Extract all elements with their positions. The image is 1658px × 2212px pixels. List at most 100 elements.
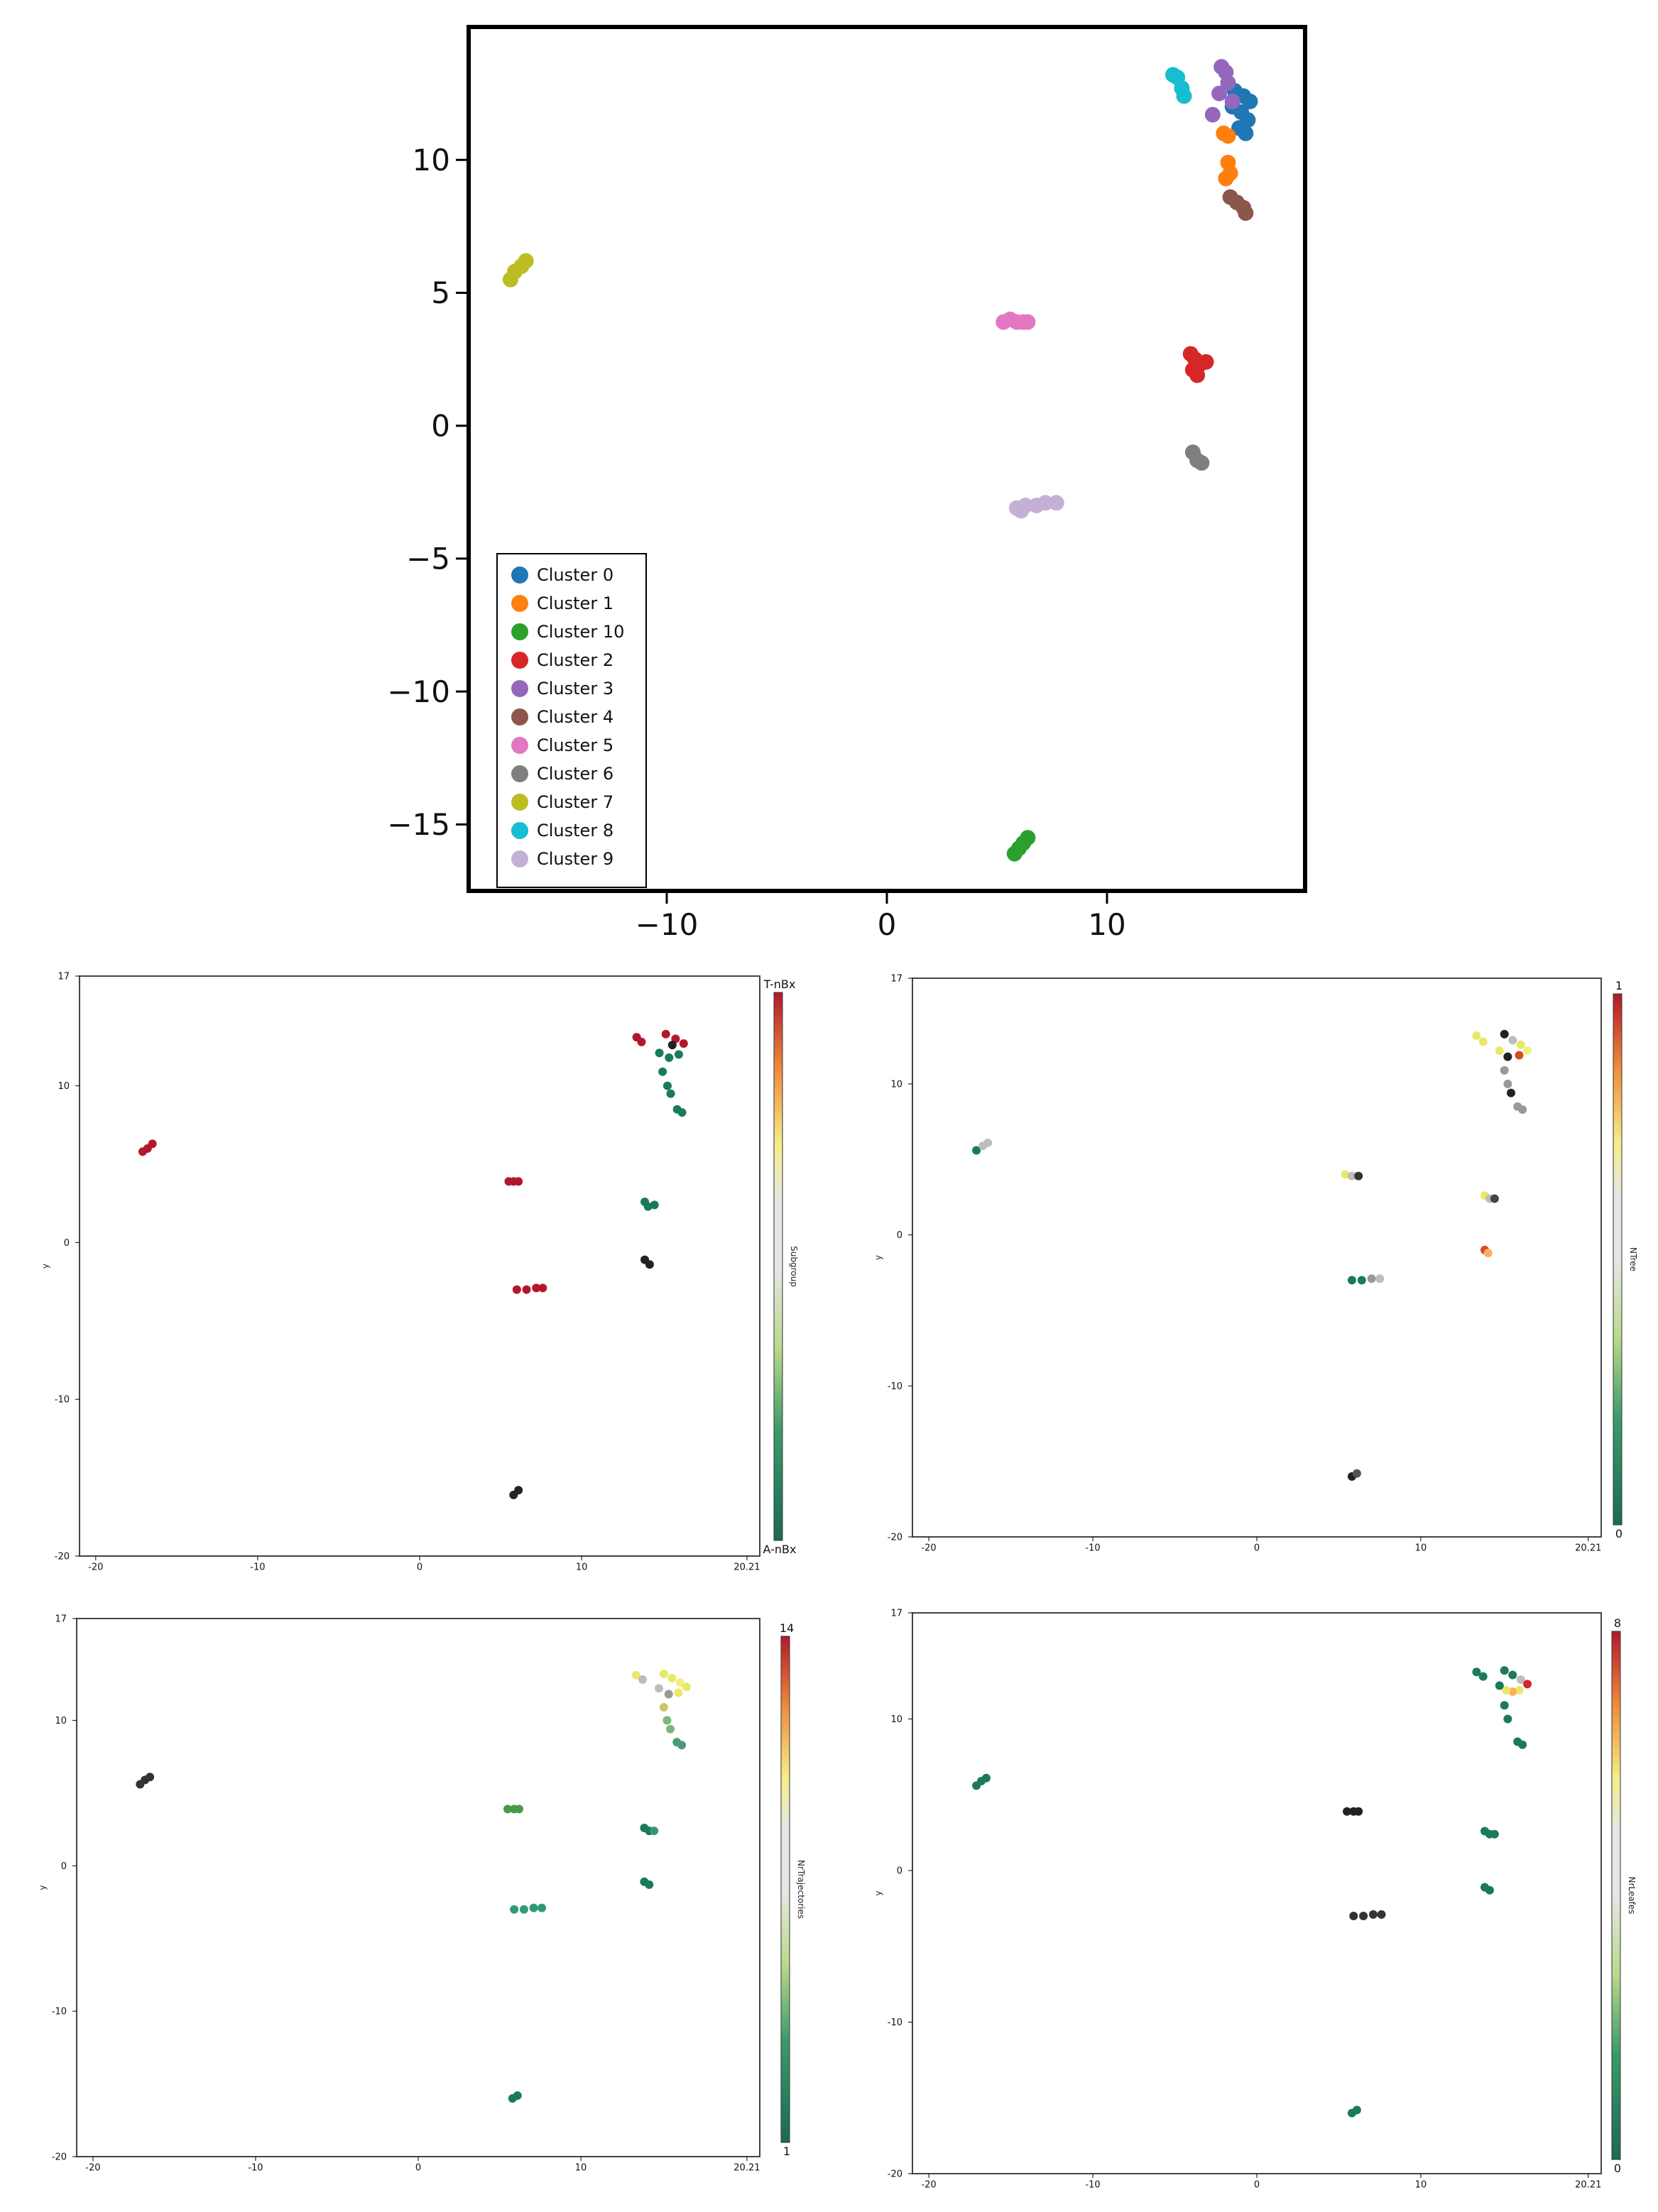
data-point [1357,1276,1366,1285]
data-point [667,1673,677,1682]
y-axis-label: y [40,1264,50,1269]
data-point [643,1202,653,1211]
data-point [645,1260,654,1269]
y-tick-label: 17 [890,1609,902,1619]
legend-marker [511,595,528,612]
y-axis-label: y [873,1255,883,1260]
data-point [529,1903,538,1912]
data-point [1478,1672,1488,1681]
legend-entry: Cluster 1 [537,593,613,613]
data-point [1485,1885,1494,1895]
data-point [1500,1701,1509,1710]
data-point [1508,1687,1517,1697]
legend-entry: Cluster 6 [537,764,613,784]
plot-frame [912,1612,1602,2174]
data-point [1341,1170,1350,1179]
colorbar [773,992,783,1541]
data-point [1515,1051,1524,1060]
data-point [1500,1666,1509,1675]
data-point [1500,1066,1509,1075]
data-point [1352,1469,1361,1478]
plot-frame [912,978,1602,1538]
colorbar-title: NrTrajectories [796,1860,806,1919]
data-point [682,1682,691,1692]
legend-marker [511,566,528,584]
chart-panel-1: -20 -10 0 10 20.21 17 10 0 -10 -20 y T-nBx A-nBx Subg… [40,972,799,1573]
x-tick-label: -10 [248,2163,263,2174]
y-tick-label: 5 [431,275,450,310]
legend-entry: Cluster 7 [537,792,613,812]
data-point [1472,1668,1481,1677]
y-tick-label: 10 [58,1081,70,1092]
data-point [1516,1675,1525,1684]
data-point [1518,1105,1527,1115]
legend-entry: Cluster 8 [537,821,613,841]
legend-marker [511,708,528,726]
y-tick-label: -10 [55,1395,70,1406]
y-tick-label: -10 [888,1381,902,1392]
data-point [1347,1171,1356,1181]
y-tick-label: 10 [55,1716,67,1726]
plot-frame [76,1618,760,2157]
data-point [1347,1276,1356,1285]
x-tick-label: 20.21 [733,2163,760,2174]
data-point [1483,1249,1493,1258]
data-point [662,1716,672,1725]
y-tick-label: 0 [431,408,450,443]
data-point [664,1690,673,1699]
data-point [1506,1088,1515,1097]
data-point [1377,1910,1386,1919]
y-tick-label: −10 [387,674,450,709]
data-point [148,1139,157,1149]
x-tick-label: 10 [1415,1543,1427,1554]
y-tick-label: 10 [413,143,450,177]
data-point [503,1805,512,1814]
x-tick-label: -10 [250,1562,265,1573]
data-point [666,1089,675,1098]
data-point [1204,106,1221,123]
legend-marker [511,652,528,669]
x-tick-label: 0 [1254,2180,1260,2191]
data-point [1020,314,1036,330]
y-tick-label: 0 [64,1238,70,1249]
data-point [1503,1714,1512,1724]
x-tick-label: 0 [878,907,897,942]
data-point [1523,1046,1532,1056]
y-tick-label: 10 [890,1714,902,1725]
y-axis-label: y [873,1890,883,1895]
legend-marker [511,850,528,867]
data-point [658,1067,667,1076]
legend-marker [511,623,528,640]
data-point [983,1138,993,1147]
data-point [1194,455,1210,471]
legend-entry: Cluster 9 [537,849,613,869]
data-point [654,1684,663,1693]
data-point [675,1678,685,1687]
data-point [1508,1036,1517,1045]
data-point [1518,1740,1527,1749]
data-point [1224,93,1240,109]
data-point [679,1039,688,1048]
data-point [1242,93,1258,109]
data-point [677,1108,687,1117]
legend-marker [511,680,528,697]
data-point [1238,205,1254,221]
legend-marker [511,794,528,811]
chart-panel-4: -20 -10 0 10 20.21 17 10 0 -10 -20 y 8 0 NrLeafes [873,1609,1637,2191]
data-point [659,1669,668,1678]
data-point [1502,1685,1511,1694]
y-axis-label: y [38,1885,48,1890]
data-point [1020,830,1036,846]
data-point [1503,1079,1512,1088]
legend-marker [511,765,528,782]
data-point [1490,1194,1499,1203]
data-point [1343,1807,1352,1816]
data-point [1037,495,1054,511]
legend-entry: Cluster 2 [537,650,613,670]
data-point [972,1146,981,1155]
colorbar-max-label: 1 [1615,979,1622,992]
data-point [671,1034,680,1044]
colorbar [1611,1631,1621,2160]
